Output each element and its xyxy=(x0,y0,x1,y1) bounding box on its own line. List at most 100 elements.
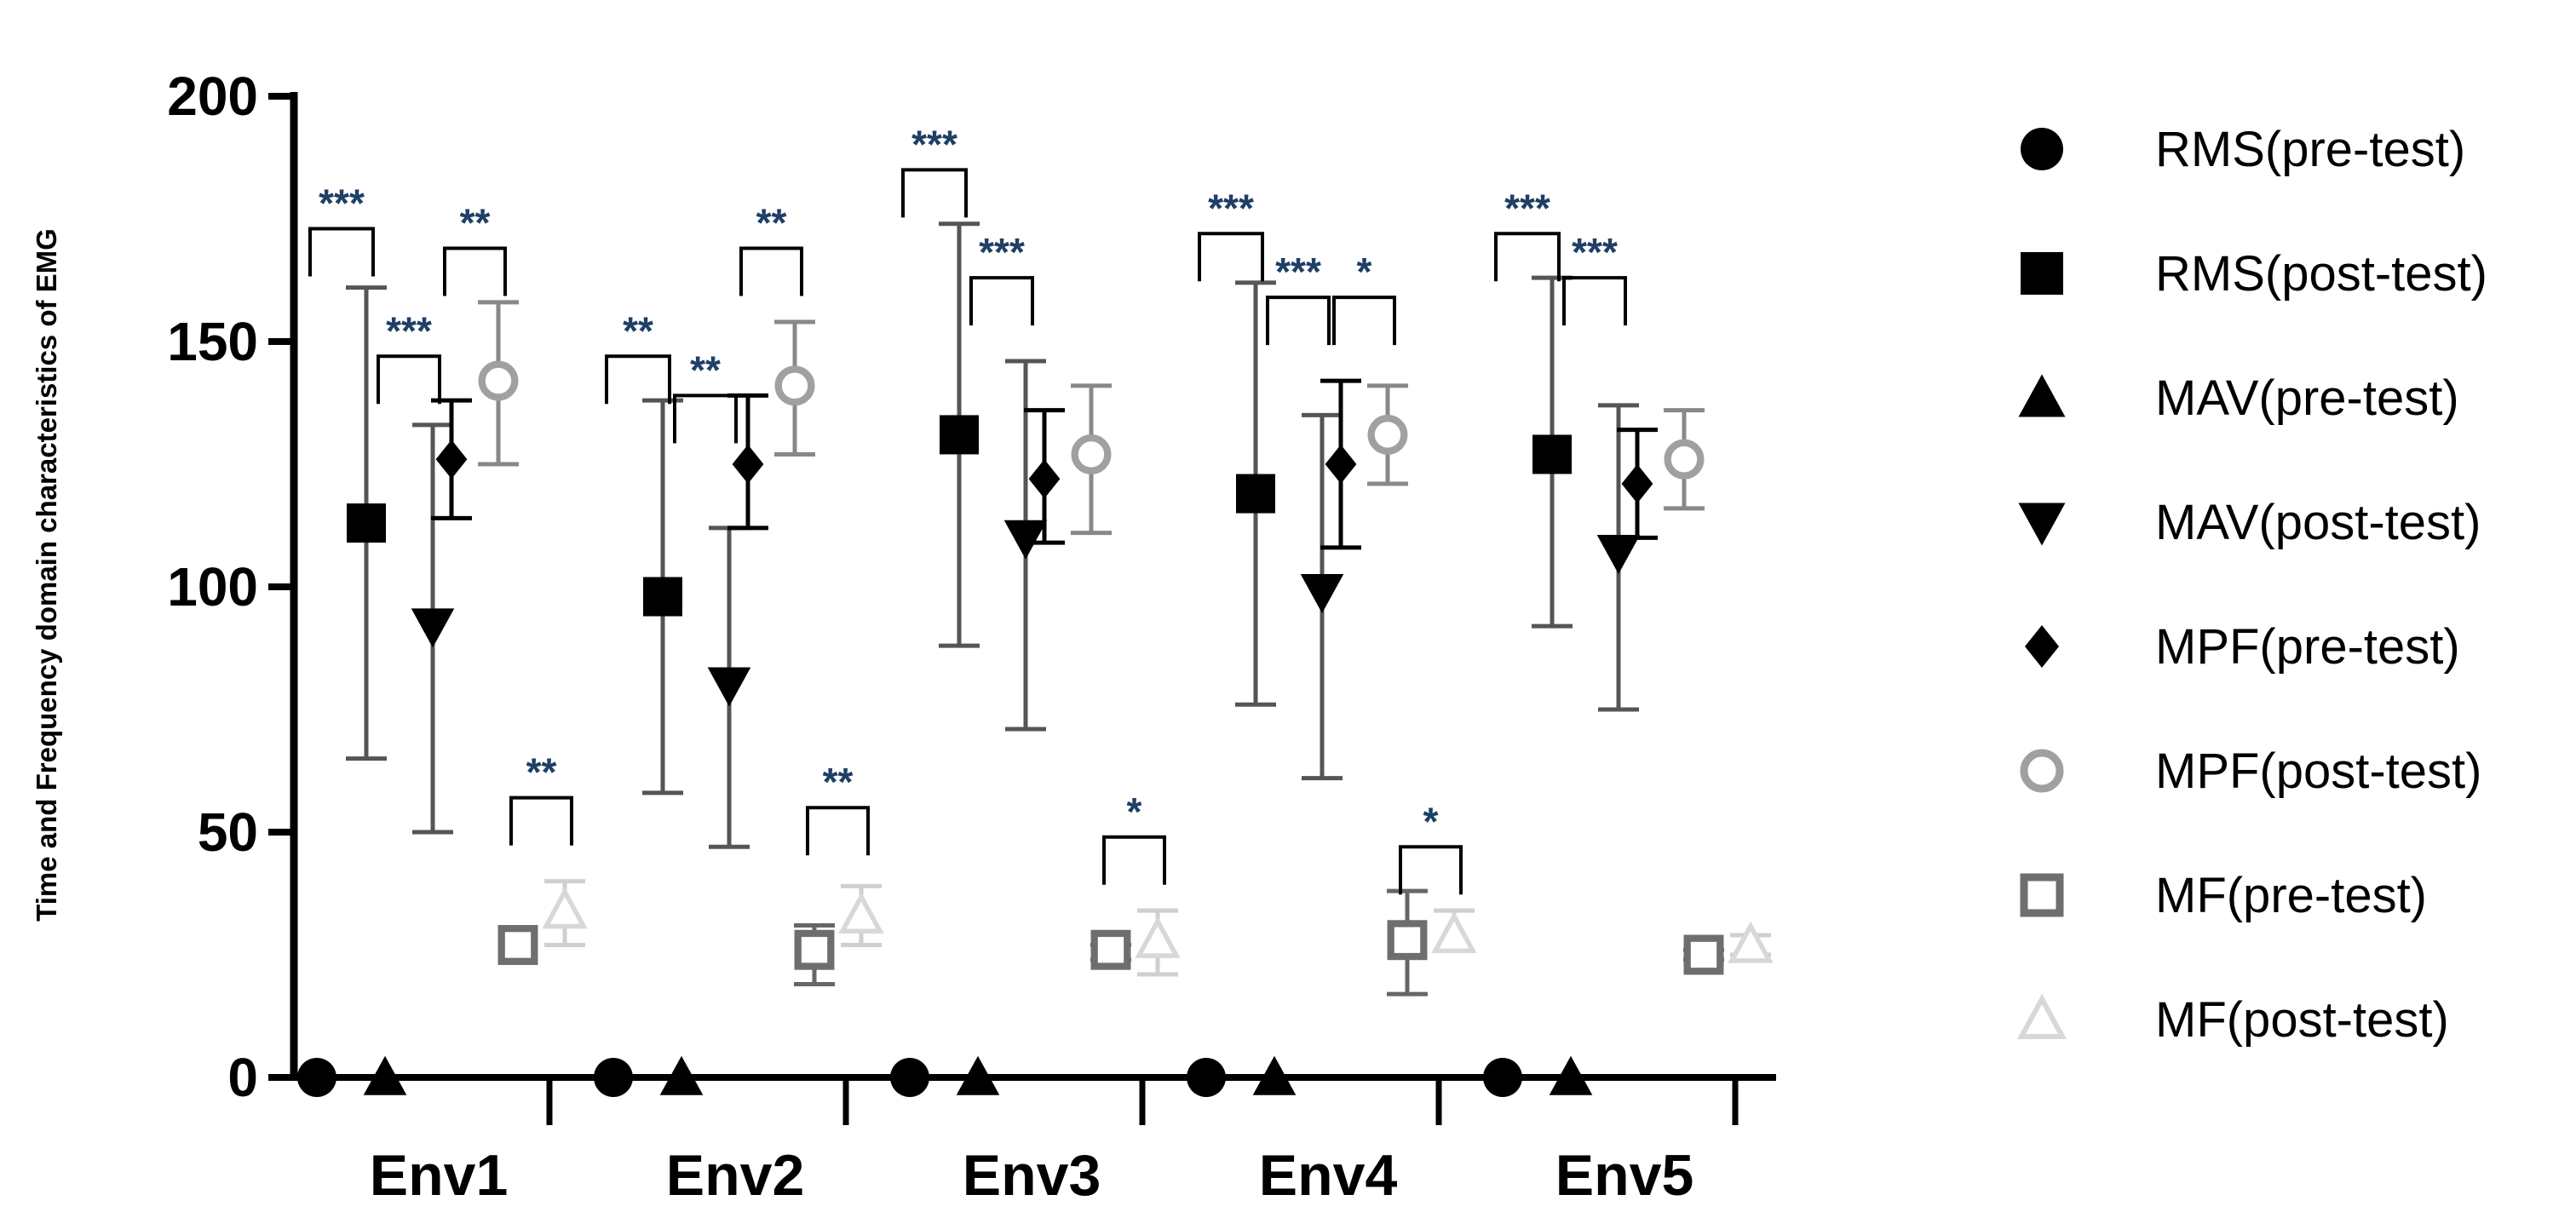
data-point xyxy=(1387,920,1428,961)
significance-bracket xyxy=(1562,276,1627,326)
legend-item: MPF(pre-test) xyxy=(2025,619,2460,675)
x-tick-label: Env1 xyxy=(370,1143,509,1208)
legend-label: MF(post-test) xyxy=(2155,992,2449,1048)
legend-marker-shape xyxy=(2021,252,2063,295)
data-point xyxy=(542,887,588,929)
y-tick-label: 50 xyxy=(198,801,258,863)
significance-bracket xyxy=(1494,232,1561,282)
data-point-shape xyxy=(643,577,682,617)
data-point-shape xyxy=(1003,520,1048,560)
data-point-shape xyxy=(1532,434,1572,474)
data-point-shape xyxy=(347,503,386,543)
significance-bracket xyxy=(1198,232,1264,282)
data-point xyxy=(940,415,979,455)
significance-label: * xyxy=(1357,250,1372,294)
data-point xyxy=(794,929,835,970)
legend-item: RMS(post-test) xyxy=(2021,246,2487,302)
significance-label: ** xyxy=(526,750,557,795)
data-point xyxy=(732,445,764,484)
data-point-shape xyxy=(478,360,519,401)
data-point xyxy=(659,1055,704,1095)
legend-marker-shape xyxy=(2020,749,2064,793)
data-point xyxy=(707,667,751,707)
significance-bracket xyxy=(673,393,738,444)
data-point xyxy=(1728,921,1774,963)
data-point xyxy=(478,360,519,401)
data-point xyxy=(1532,434,1572,474)
legend-label: MAV(post-test) xyxy=(2155,495,2481,550)
legend-marker-shape xyxy=(2018,374,2066,417)
data-point xyxy=(1300,574,1344,614)
significance-bracket xyxy=(605,354,671,405)
data-point-shape xyxy=(1683,934,1724,975)
legend-item: MAV(post-test) xyxy=(2018,495,2481,550)
data-point xyxy=(411,608,455,648)
data-point xyxy=(1683,934,1724,975)
legend-label: MPF(post-test) xyxy=(2155,744,2482,799)
data-point-shape xyxy=(1300,574,1344,614)
legend-label: MAV(pre-test) xyxy=(2155,370,2459,426)
data-point-shape xyxy=(1664,439,1705,480)
legend-item: RMS(pre-test) xyxy=(2021,122,2465,177)
data-point xyxy=(1071,434,1112,474)
legend-item: MAV(pre-test) xyxy=(2018,370,2459,426)
x-tick-label: Env5 xyxy=(1555,1143,1694,1208)
data-point-shape xyxy=(435,439,468,480)
legend-marker xyxy=(2025,625,2059,668)
significance-bracket xyxy=(377,354,441,405)
data-point-shape xyxy=(594,1058,633,1097)
significance-bracket xyxy=(1102,835,1166,885)
data-point xyxy=(1090,929,1131,970)
data-point-shape xyxy=(1236,474,1275,514)
legend-label: RMS(post-test) xyxy=(2155,246,2487,302)
significance-label: *** xyxy=(1275,250,1321,294)
x-tick-label: Env3 xyxy=(963,1143,1101,1208)
data-point-shape xyxy=(1071,434,1112,474)
significance-label: * xyxy=(1127,790,1142,834)
significance-label: *** xyxy=(911,122,957,166)
legend-marker-shape xyxy=(2018,503,2066,546)
y-tick-label: 100 xyxy=(167,556,258,617)
data-point-shape xyxy=(1135,916,1181,958)
data-point-shape xyxy=(1187,1058,1226,1097)
significance-label: ** xyxy=(623,308,653,353)
y-tick-label: 150 xyxy=(167,311,258,372)
legend-marker xyxy=(2018,374,2066,417)
significance-bracket xyxy=(509,796,573,846)
significance-bracket xyxy=(739,246,803,296)
data-point-shape xyxy=(1596,534,1641,574)
data-point-shape xyxy=(1549,1055,1593,1095)
data-point xyxy=(1236,474,1275,514)
significance-bracket xyxy=(901,168,968,218)
data-point-shape xyxy=(411,608,455,648)
data-point-shape xyxy=(890,1058,929,1097)
legend-label: MF(pre-test) xyxy=(2155,868,2427,923)
data-point-shape xyxy=(838,892,884,934)
data-point xyxy=(1135,916,1181,958)
legend-marker-shape xyxy=(2016,993,2067,1039)
legend-marker xyxy=(2020,873,2064,917)
data-point-shape xyxy=(1252,1055,1297,1095)
data-point xyxy=(1187,1058,1226,1097)
legend-marker xyxy=(2021,128,2063,170)
legend-marker xyxy=(2016,993,2067,1039)
legend-marker xyxy=(2020,749,2064,793)
data-point xyxy=(1621,464,1653,504)
legend-marker-shape xyxy=(2025,625,2059,668)
data-point-shape xyxy=(1367,414,1408,455)
significance-label: *** xyxy=(319,181,365,226)
data-point-shape xyxy=(1090,929,1131,970)
data-point xyxy=(435,439,468,480)
significance-label: * xyxy=(1423,799,1439,843)
data-point xyxy=(297,1058,336,1097)
significance-label: ** xyxy=(756,201,787,245)
data-point-shape xyxy=(1325,445,1357,484)
data-point xyxy=(1028,459,1061,499)
legend-label: MPF(pre-test) xyxy=(2155,619,2460,675)
data-point-shape xyxy=(659,1055,704,1095)
data-point xyxy=(1325,445,1357,484)
significance-label: *** xyxy=(386,308,432,353)
data-point-shape xyxy=(297,1058,336,1097)
